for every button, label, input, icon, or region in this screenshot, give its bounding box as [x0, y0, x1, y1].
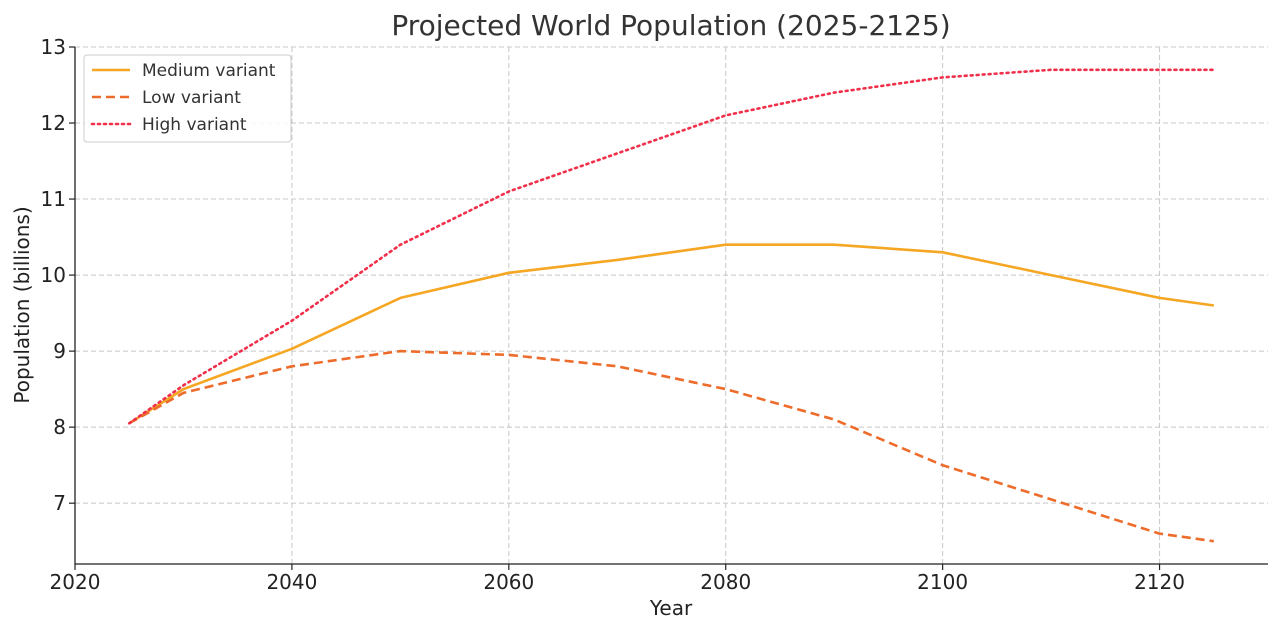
series-line-medium-variant — [128, 243, 1214, 425]
y-axis-ticks: 7 8 9 10 11 12 13 — [41, 35, 75, 515]
x-tick-label: 2100 — [917, 570, 968, 594]
y-tick-label: 12 — [41, 111, 66, 135]
x-axis-ticks: 2020 2040 2060 2080 2100 2120 — [50, 564, 1185, 594]
legend-label: Medium variant — [142, 61, 276, 81]
x-tick-label: 2060 — [483, 570, 534, 594]
y-axis-label: Population (billions) — [10, 206, 34, 403]
x-tick-label: 2040 — [266, 570, 317, 594]
legend-label: High variant — [142, 115, 247, 135]
y-tick-label: 9 — [53, 339, 66, 363]
x-tick-label: 2080 — [700, 570, 751, 594]
x-tick-label: 2020 — [50, 570, 101, 594]
series-line-low-variant — [128, 349, 1214, 543]
chart-title: Projected World Population (2025-2125) — [391, 9, 950, 42]
series-line-high-variant — [127, 68, 1216, 425]
grid — [75, 46, 1268, 564]
y-tick-label: 7 — [53, 491, 66, 515]
legend-label: Low variant — [142, 88, 241, 108]
x-tick-label: 2120 — [1134, 570, 1185, 594]
legend-box — [83, 54, 292, 143]
y-tick-label: 8 — [53, 415, 66, 439]
y-tick-label: 11 — [41, 187, 66, 211]
y-tick-label: 13 — [41, 35, 66, 59]
y-tick-label: 10 — [41, 263, 66, 287]
series-lines — [127, 68, 1216, 543]
x-axis-label: Year — [649, 596, 693, 620]
legend: Medium variant Low variant High variant — [83, 54, 292, 143]
